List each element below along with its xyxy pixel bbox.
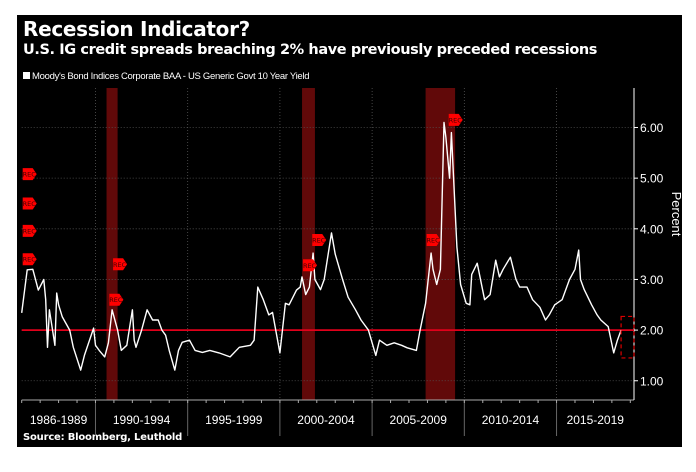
rec-marker: REC — [22, 197, 37, 210]
rec-marker-label: REC — [23, 171, 37, 179]
legend-swatch — [23, 72, 30, 79]
x-period-label: 2005-2009 — [390, 413, 448, 427]
y-tick-label: 1.00 — [640, 374, 664, 388]
rec-marker-flag — [426, 233, 441, 246]
rec-marker: REC — [22, 168, 37, 181]
rec-marker-flag — [22, 168, 37, 181]
rec-marker: REC — [312, 233, 327, 246]
y-tick-label: 2.00 — [640, 324, 664, 338]
x-period-label: 1990-1994 — [113, 413, 171, 427]
rec-marker-label: REC — [427, 236, 441, 244]
rec-marker-flag — [22, 224, 37, 237]
y-tick-label: 4.00 — [640, 222, 664, 236]
rec-marker-label: REC — [312, 236, 326, 244]
rec-marker: REC — [22, 253, 37, 266]
rec-marker-label: REC — [109, 296, 123, 304]
rec-marker-flag — [109, 293, 124, 306]
y-axis-label: Percent — [669, 192, 684, 237]
rec-marker: REC — [426, 233, 441, 246]
chart-title: Recession Indicator? — [23, 17, 250, 41]
chart-frame: Recession Indicator? U.S. IG credit spre… — [17, 15, 682, 447]
x-period-label: 2015-2019 — [567, 413, 625, 427]
rec-marker: REC — [448, 113, 463, 126]
rec-marker: REC — [303, 259, 318, 272]
rec-marker-label: REC — [23, 200, 37, 208]
y-tick-label: 6.00 — [640, 121, 664, 135]
x-period-label: 2010-2014 — [482, 413, 540, 427]
rec-marker: REC — [109, 293, 124, 306]
rec-marker-flag — [448, 113, 463, 126]
recession-band — [302, 88, 315, 400]
x-period-label: 1995-1999 — [205, 413, 263, 427]
chart-subtitle: U.S. IG credit spreads breaching 2% have… — [23, 42, 598, 58]
rec-marker-flag — [303, 259, 318, 272]
x-period-label: 2000-2004 — [297, 413, 355, 427]
recession-band — [106, 88, 118, 400]
rec-marker: REC — [113, 258, 128, 271]
rec-marker-label: REC — [23, 256, 37, 264]
rec-marker-flag — [22, 253, 37, 266]
rec-marker-flag — [22, 197, 37, 210]
y-tick-label: 3.00 — [640, 273, 664, 287]
legend-label: Moody's Bond Indices Corporate BAA - US … — [32, 71, 310, 82]
y-tick-label: 5.00 — [640, 172, 664, 186]
highlight-box — [620, 315, 635, 359]
rec-marker-flag — [113, 258, 128, 271]
x-period-label: 1986-1989 — [30, 413, 88, 427]
source-note: Source: Bloomberg, Leuthold — [23, 432, 183, 443]
rec-marker-label: REC — [449, 116, 463, 124]
rec-marker-flag — [312, 233, 327, 246]
rec-marker: REC — [22, 224, 37, 237]
rec-marker-label: REC — [113, 261, 127, 269]
rec-marker-label: REC — [23, 227, 37, 235]
rec-marker-label: REC — [303, 262, 317, 270]
legend: Moody's Bond Indices Corporate BAA - US … — [23, 71, 310, 82]
